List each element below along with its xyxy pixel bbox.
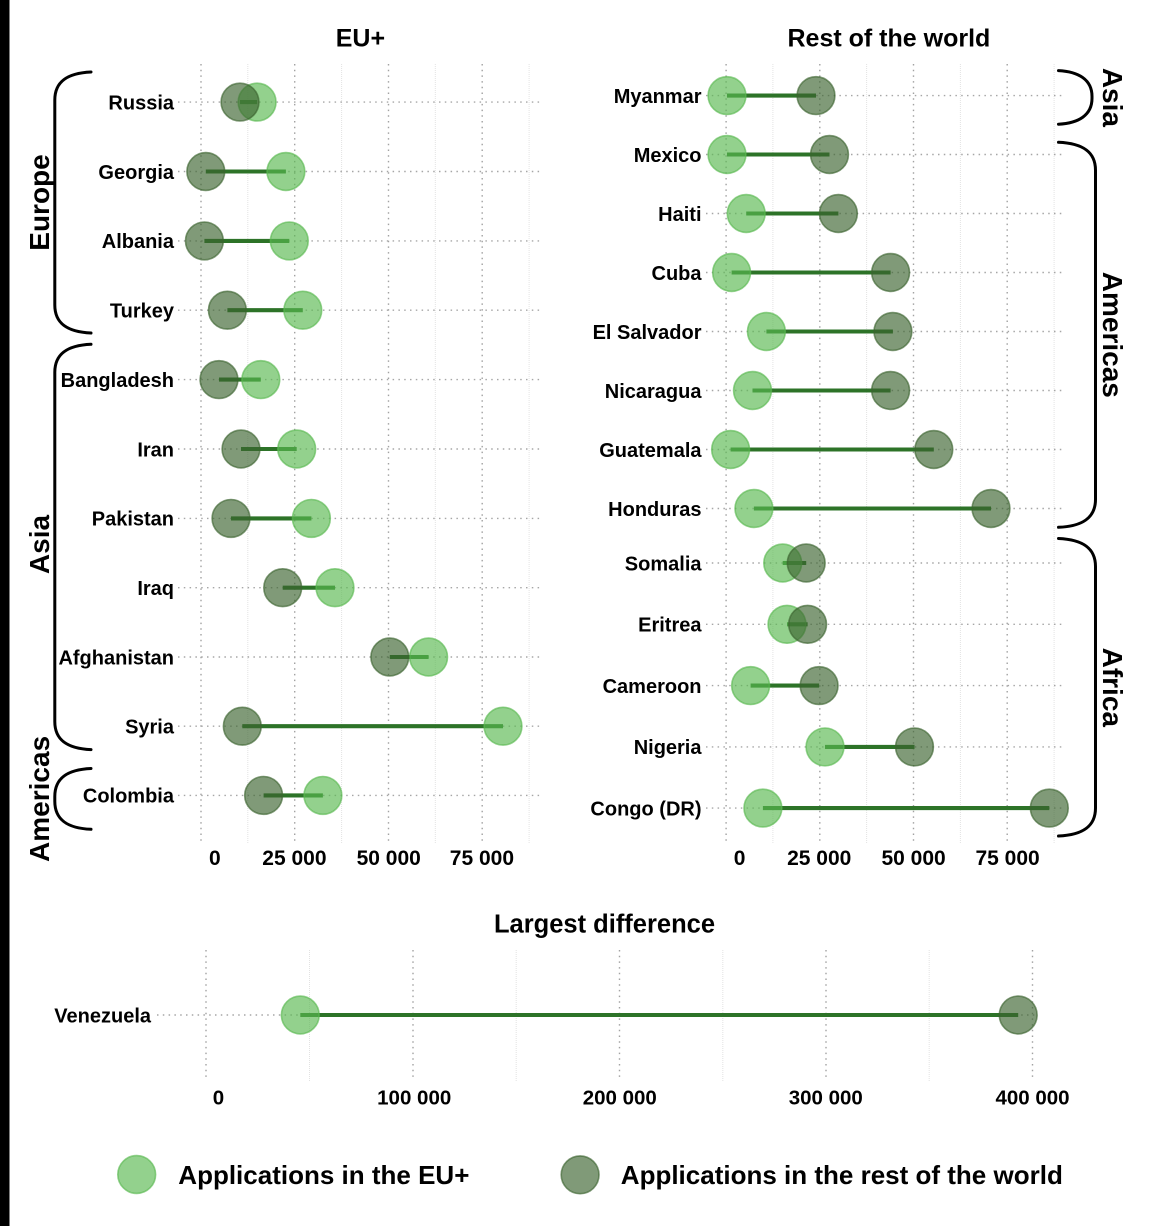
svg-text:Congo (DR): Congo (DR) <box>590 798 701 820</box>
svg-text:50 000: 50 000 <box>881 847 945 870</box>
svg-text:Guatemala: Guatemala <box>599 440 702 462</box>
svg-text:Mexico: Mexico <box>634 145 702 167</box>
svg-text:Colombia: Colombia <box>83 786 175 808</box>
svg-text:25 000: 25 000 <box>787 847 851 870</box>
svg-text:Syria: Syria <box>125 717 175 739</box>
svg-text:Asia: Asia <box>1097 68 1128 128</box>
svg-text:50 000: 50 000 <box>357 847 421 870</box>
svg-text:Albania: Albania <box>102 231 175 253</box>
svg-text:Eritrea: Eritrea <box>638 615 702 637</box>
svg-text:Asia: Asia <box>24 515 55 575</box>
svg-text:100 000: 100 000 <box>377 1086 451 1109</box>
svg-text:Haiti: Haiti <box>658 204 701 226</box>
svg-text:75 000: 75 000 <box>450 847 514 870</box>
svg-text:EU+: EU+ <box>336 25 385 53</box>
svg-text:Africa: Africa <box>1097 648 1128 728</box>
svg-text:Largest difference: Largest difference <box>494 910 715 938</box>
svg-text:0: 0 <box>213 1086 224 1109</box>
svg-text:Russia: Russia <box>108 92 174 114</box>
svg-text:Nicaragua: Nicaragua <box>605 381 703 403</box>
svg-text:25 000: 25 000 <box>262 847 326 870</box>
svg-text:75 000: 75 000 <box>975 847 1039 870</box>
svg-text:200 000: 200 000 <box>583 1086 657 1109</box>
svg-text:Turkey: Turkey <box>110 301 175 323</box>
svg-text:Americas: Americas <box>1097 272 1128 398</box>
svg-text:Honduras: Honduras <box>608 499 701 521</box>
svg-text:Applications in the EU+: Applications in the EU+ <box>178 1160 469 1190</box>
svg-text:Bangladesh: Bangladesh <box>61 370 174 392</box>
svg-text:El Salvador: El Salvador <box>593 322 702 344</box>
svg-text:0: 0 <box>734 847 746 870</box>
svg-text:Nigeria: Nigeria <box>634 737 703 759</box>
svg-text:Europe: Europe <box>24 154 55 250</box>
svg-text:Cuba: Cuba <box>652 263 703 285</box>
svg-text:Pakistan: Pakistan <box>92 509 174 531</box>
svg-text:300 000: 300 000 <box>789 1086 863 1109</box>
svg-text:Afghanistan: Afghanistan <box>58 647 174 669</box>
svg-text:Myanmar: Myanmar <box>614 86 702 108</box>
svg-text:Rest of the world: Rest of the world <box>788 25 991 53</box>
svg-text:Georgia: Georgia <box>98 162 174 184</box>
svg-text:Iran: Iran <box>137 439 174 461</box>
svg-text:Somalia: Somalia <box>625 553 703 575</box>
svg-text:Cameroon: Cameroon <box>603 676 702 698</box>
svg-text:Venezuela: Venezuela <box>54 1005 152 1027</box>
svg-text:0: 0 <box>209 847 221 870</box>
svg-text:400 000: 400 000 <box>995 1086 1069 1109</box>
svg-text:Applications in the rest of th: Applications in the rest of the world <box>621 1160 1063 1190</box>
svg-text:Americas: Americas <box>24 736 55 862</box>
svg-text:Iraq: Iraq <box>137 578 174 600</box>
